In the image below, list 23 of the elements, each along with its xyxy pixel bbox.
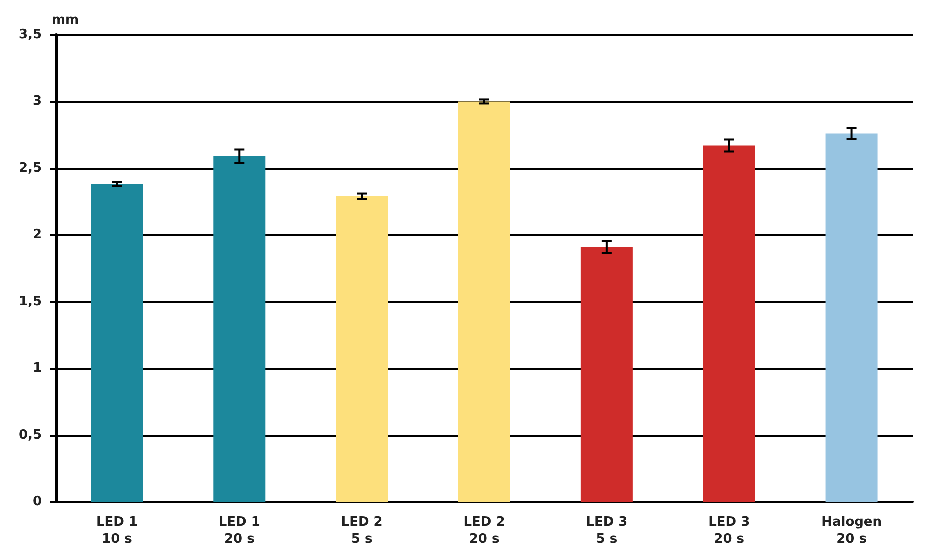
x-tick-label: LED 3 5 s — [586, 515, 628, 547]
x-tick-label: LED 1 20 s — [218, 515, 260, 547]
bar — [580, 247, 633, 502]
bar — [336, 196, 388, 502]
x-tick-label: Halogen 20 s — [822, 515, 882, 547]
bar — [826, 134, 878, 502]
y-axis-title: mm — [52, 13, 80, 28]
y-tick-label: 1 — [32, 361, 42, 376]
y-tick-label: 3 — [32, 94, 42, 110]
x-tick-label: LED 1 10 s — [96, 515, 138, 547]
y-tick-label: 2,5 — [18, 160, 42, 176]
bar — [703, 146, 756, 502]
y-tick-label: 0,5 — [18, 428, 42, 443]
y-tick-label: 1,5 — [18, 294, 42, 310]
x-tick-label: LED 2 5 s — [341, 515, 383, 547]
bar — [458, 102, 510, 502]
x-tick-label: LED 2 20 s — [464, 515, 506, 547]
x-tick-label: LED 3 20 s — [708, 515, 750, 547]
y-tick-label: 0 — [32, 494, 42, 510]
y-tick-label: 3,5 — [18, 28, 42, 42]
bar — [91, 184, 144, 502]
bar — [214, 156, 266, 502]
y-tick-label: 2 — [32, 228, 42, 243]
